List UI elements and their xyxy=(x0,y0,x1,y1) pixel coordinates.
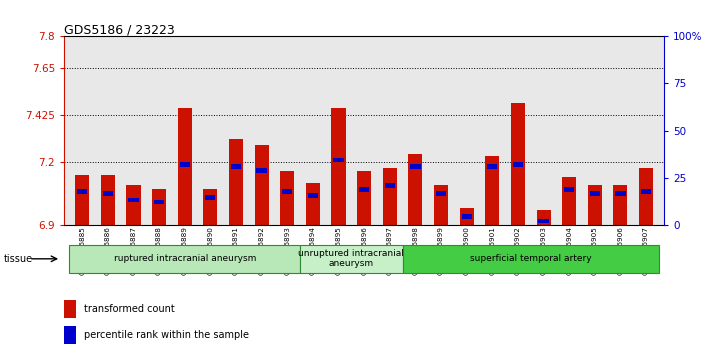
Bar xyxy=(101,175,115,225)
Bar xyxy=(411,164,421,169)
Bar xyxy=(306,183,320,225)
Bar xyxy=(538,219,548,223)
Bar xyxy=(511,103,525,225)
Bar xyxy=(69,245,300,273)
Bar xyxy=(613,185,628,225)
Bar xyxy=(300,245,403,273)
Bar xyxy=(639,168,653,225)
Bar xyxy=(434,185,448,225)
Bar xyxy=(562,177,576,225)
Bar xyxy=(178,107,192,225)
Bar xyxy=(231,164,241,169)
Bar xyxy=(359,187,369,192)
Text: ruptured intracranial aneurysm: ruptured intracranial aneurysm xyxy=(114,254,256,263)
Bar xyxy=(385,183,395,188)
Text: unruptured intracranial
aneurysm: unruptured intracranial aneurysm xyxy=(298,249,404,268)
Text: GDS5186 / 23223: GDS5186 / 23223 xyxy=(64,24,175,37)
Bar xyxy=(152,189,166,225)
Bar xyxy=(590,191,600,196)
Bar xyxy=(64,326,76,344)
Bar xyxy=(536,211,550,225)
Bar xyxy=(126,185,141,225)
Bar xyxy=(436,191,446,196)
Bar xyxy=(333,158,343,162)
Bar xyxy=(461,215,472,219)
Bar xyxy=(180,162,190,167)
Bar xyxy=(203,189,217,225)
Bar xyxy=(129,197,139,202)
Bar xyxy=(487,164,498,169)
Bar xyxy=(64,300,76,318)
Bar xyxy=(308,193,318,198)
Bar xyxy=(205,196,216,200)
Bar xyxy=(331,107,346,225)
Bar xyxy=(255,145,268,225)
Bar xyxy=(383,168,397,225)
Text: tissue: tissue xyxy=(4,254,33,264)
Text: superficial temporal artery: superficial temporal artery xyxy=(470,254,592,263)
Bar xyxy=(564,187,574,192)
Bar xyxy=(641,189,651,194)
Bar xyxy=(588,185,602,225)
Text: percentile rank within the sample: percentile rank within the sample xyxy=(84,330,248,340)
Bar xyxy=(282,189,292,194)
Bar xyxy=(77,189,87,194)
Bar xyxy=(460,208,473,225)
Bar xyxy=(229,139,243,225)
Bar xyxy=(513,162,523,167)
Bar xyxy=(408,154,423,225)
Bar xyxy=(256,168,267,173)
Bar xyxy=(615,191,625,196)
Text: transformed count: transformed count xyxy=(84,304,174,314)
Bar xyxy=(154,200,164,204)
Bar xyxy=(75,175,89,225)
Bar xyxy=(403,245,659,273)
Bar xyxy=(280,171,294,225)
Bar xyxy=(486,156,499,225)
Bar xyxy=(103,191,113,196)
Bar xyxy=(357,171,371,225)
